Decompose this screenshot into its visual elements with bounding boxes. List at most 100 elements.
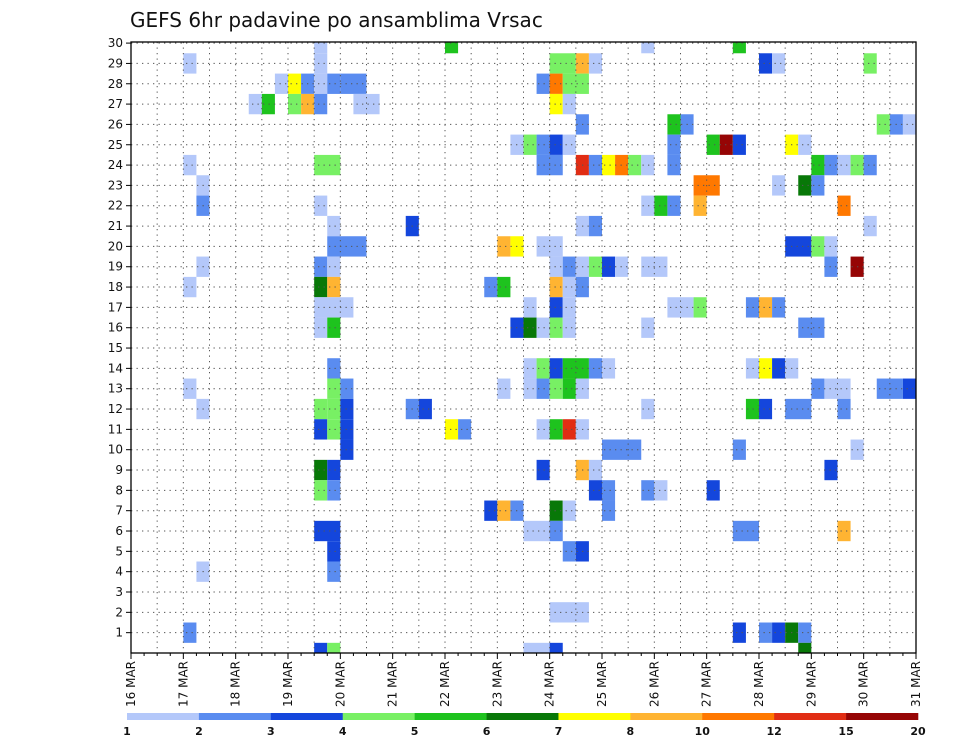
colorbar-segment — [414, 713, 487, 720]
grid-lines — [131, 42, 916, 653]
heatmap-cell — [654, 195, 668, 216]
heatmap-cell — [667, 114, 681, 135]
y-tick-label: 21 — [108, 219, 123, 233]
heatmap-cell — [824, 459, 838, 481]
heatmap-cell — [497, 236, 511, 257]
heatmap-cell — [562, 134, 576, 155]
heatmap-cell — [327, 317, 341, 338]
heatmap-cell — [445, 42, 459, 54]
y-tick-label: 8 — [115, 483, 123, 497]
heatmap-cell — [549, 276, 563, 298]
heatmap-cell — [837, 520, 851, 542]
colorbar: 1 2 3 4 5 6 7 8 10 12 15 20 — [123, 713, 926, 738]
heatmap-cell — [798, 622, 812, 643]
heatmap-cell — [549, 317, 563, 338]
heatmap-cell — [641, 195, 655, 216]
y-tick-label: 29 — [108, 56, 123, 70]
heatmap-cell — [445, 419, 459, 440]
heatmap-cell — [327, 642, 341, 653]
colorbar-segment — [127, 713, 200, 720]
heatmap-cell — [588, 154, 602, 176]
colorbar-label: 7 — [555, 725, 563, 738]
heatmap-cell — [641, 317, 655, 338]
y-tick-label: 7 — [115, 504, 123, 518]
heatmap-cell — [549, 297, 563, 318]
heatmap-cell — [837, 154, 851, 176]
y-tick-label: 5 — [115, 544, 123, 558]
heatmap-cell — [314, 42, 328, 54]
heatmap-cell — [183, 53, 197, 74]
y-tick-label: 10 — [108, 443, 123, 457]
heatmap-cell — [523, 642, 550, 653]
heatmap-cell — [837, 195, 851, 216]
heatmap-cell — [772, 53, 786, 74]
heatmap-cell — [261, 93, 275, 115]
heatmap-cell — [288, 73, 302, 94]
heatmap-cell — [327, 419, 341, 440]
heatmap-cell — [562, 297, 576, 318]
heatmap-cell — [314, 73, 328, 94]
heatmap-cell — [314, 297, 354, 318]
heatmap-cell — [667, 154, 681, 176]
heatmap-cell — [340, 419, 354, 440]
heatmap-cell — [183, 154, 197, 176]
heatmap-cell — [183, 276, 197, 298]
y-tick-label: 13 — [108, 382, 123, 396]
colorbar-label: 1 — [123, 725, 131, 738]
heatmap-cell — [497, 500, 511, 521]
heatmap-cell — [288, 93, 302, 115]
x-tick-label: 20 MAR — [333, 661, 347, 707]
heatmap-cell — [798, 642, 812, 653]
heatmap-cell — [274, 73, 288, 94]
chart-title: GEFS 6hr padavine po ansamblima Vrsac — [130, 8, 543, 32]
heatmap-cell — [523, 358, 537, 379]
colorbar-label: 5 — [411, 725, 419, 738]
heatmap-cell — [824, 236, 838, 257]
x-tick-label: 28 MAR — [752, 661, 766, 707]
heatmap-cell — [863, 154, 877, 176]
heatmap-cell — [314, 195, 328, 216]
heatmap-cell — [562, 73, 589, 94]
heatmap-cell — [327, 73, 341, 94]
heatmap-cell — [562, 500, 576, 521]
heatmap-cell — [327, 276, 341, 298]
heatmap-cell — [824, 154, 838, 176]
heatmap-cell — [314, 459, 328, 481]
heatmap-cell — [327, 480, 341, 501]
y-tick-label: 26 — [108, 117, 123, 131]
heatmap-cell — [811, 378, 825, 399]
heatmap-cell — [418, 398, 432, 420]
heatmap-cell — [549, 602, 589, 623]
heatmap-cell — [458, 419, 472, 440]
heatmap-cell — [536, 73, 550, 94]
heatmap-cell — [353, 93, 380, 115]
heatmap-cell — [811, 236, 825, 257]
heatmap-cells — [183, 42, 916, 653]
heatmap-cell — [837, 398, 851, 420]
heatmap-cell — [602, 500, 616, 521]
heatmap-cell — [667, 195, 681, 216]
heatmap-cell — [759, 53, 773, 74]
heatmap-cell — [667, 297, 694, 318]
colorbar-label: 6 — [483, 725, 491, 738]
heatmap-cell — [785, 398, 812, 420]
x-tick-label: 26 MAR — [647, 661, 661, 707]
heatmap-cell — [562, 419, 576, 440]
heatmap-cell — [340, 73, 367, 94]
heatmap-cell — [314, 520, 341, 542]
colorbar-label: 20 — [910, 725, 926, 738]
heatmap-cell — [523, 520, 550, 542]
heatmap-cell — [523, 317, 537, 338]
x-tick-label: 21 MAR — [386, 661, 400, 707]
heatmap-cell — [314, 480, 328, 501]
colorbar-segment — [774, 713, 847, 720]
y-tick-label: 12 — [108, 402, 123, 416]
heatmap-cell — [562, 358, 589, 379]
heatmap-cell — [314, 53, 328, 74]
heatmap-cell — [327, 378, 341, 399]
heatmap-cell — [562, 276, 576, 298]
heatmap-cell — [183, 378, 197, 399]
heatmap-cell — [706, 134, 720, 155]
x-tick-label: 27 MAR — [700, 661, 714, 707]
heatmap-cell — [693, 195, 707, 216]
